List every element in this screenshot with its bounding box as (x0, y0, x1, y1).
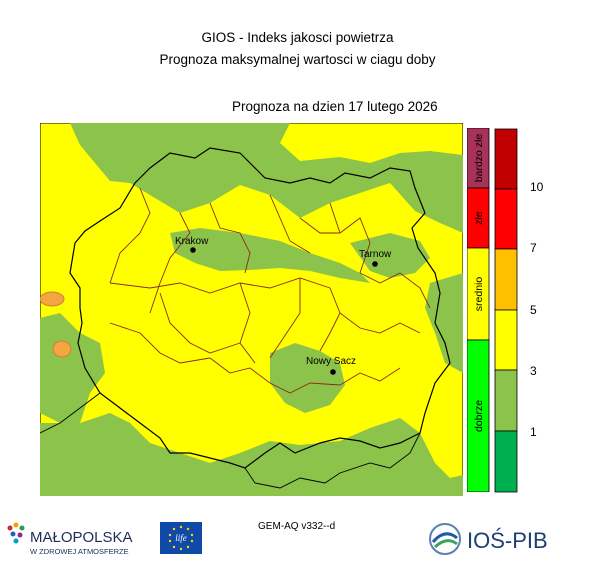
scale-tick-1: 1 (530, 425, 537, 439)
malopolska-logo: MAŁOPOLSKA W ZDROWEJ ATMOSFERZE (7, 522, 133, 556)
ios-pib-logo: IOŚ-PIB (429, 523, 548, 555)
city-marker-nowy-sacz (330, 369, 336, 375)
model-label: GEM-AQ v332--d (258, 521, 336, 532)
city-marker-krakow (190, 247, 196, 253)
city-nowy-sacz: Nowy Sacz (306, 356, 356, 375)
title-line-1: GIOS - Indeks jakosci powietrza (201, 30, 394, 45)
legend-label-bardzo-zle: bardzo złe (473, 134, 485, 183)
malopolska-name: MAŁOPOLSKA (30, 529, 133, 546)
good-zone-nowy-sacz (270, 343, 345, 413)
good-zone-west (40, 313, 105, 423)
scale-tick-5: 5 (530, 303, 537, 317)
county-borders (109, 187, 431, 394)
legend-label-dobrze: dobrze (473, 400, 485, 432)
eu-stars-icon (168, 525, 194, 551)
voivodeship-border (69, 147, 451, 469)
malopolska-tagline: W ZDROWEJ ATMOSFERZE (30, 547, 129, 556)
city-label-tarnow: Tarnow (359, 249, 392, 260)
outer-border-south (244, 432, 421, 489)
malopolska-logo-mark (7, 522, 25, 544)
scale-band-3-5 (494, 309, 518, 371)
air-quality-map: Krakow Tarnow Nowy Sacz (40, 123, 463, 496)
good-zone-east (425, 273, 463, 373)
scale-band-0-1 (494, 430, 518, 493)
elevated-zone-southwest (52, 340, 72, 358)
city-label-krakow: Krakow (175, 236, 209, 247)
outer-border-west (40, 392, 101, 434)
eu-life-logo: life (160, 522, 202, 554)
ios-pib-logo-mark (429, 523, 461, 555)
city-marker-tarnow (372, 261, 378, 267)
ios-pib-text: IOŚ-PIB (467, 528, 548, 553)
legend-label-zle: złe (473, 211, 485, 225)
city-label-nowy-sacz: Nowy Sacz (306, 356, 356, 367)
good-zone-krakow (170, 228, 370, 283)
city-tarnow: Tarnow (359, 249, 392, 267)
legend-label-srednio: srednio (473, 277, 485, 312)
scale-tick-10: 10 (530, 180, 544, 194)
forecast-date: Prognoza na dzien 17 lutego 2026 (232, 99, 438, 114)
scale-tick-3: 3 (530, 364, 537, 378)
scale-band-1-3 (494, 369, 518, 432)
title-line-2: Prognoza maksymalnej wartosci w ciagu do… (159, 52, 436, 67)
elevated-zone-west (40, 291, 65, 307)
legend-cat-dobrze (467, 339, 490, 492)
city-krakow: Krakow (175, 236, 209, 253)
legend-categories: bardzo złe złe srednio dobrze (467, 128, 490, 492)
good-zone-south (40, 413, 463, 496)
eu-life-text: life (175, 533, 187, 543)
legend-scale (494, 128, 518, 493)
scale-band-7-10 (494, 188, 518, 250)
scale-band-10-plus (494, 128, 518, 190)
scale-tick-7: 7 (530, 241, 537, 255)
scale-band-5-7 (494, 248, 518, 311)
